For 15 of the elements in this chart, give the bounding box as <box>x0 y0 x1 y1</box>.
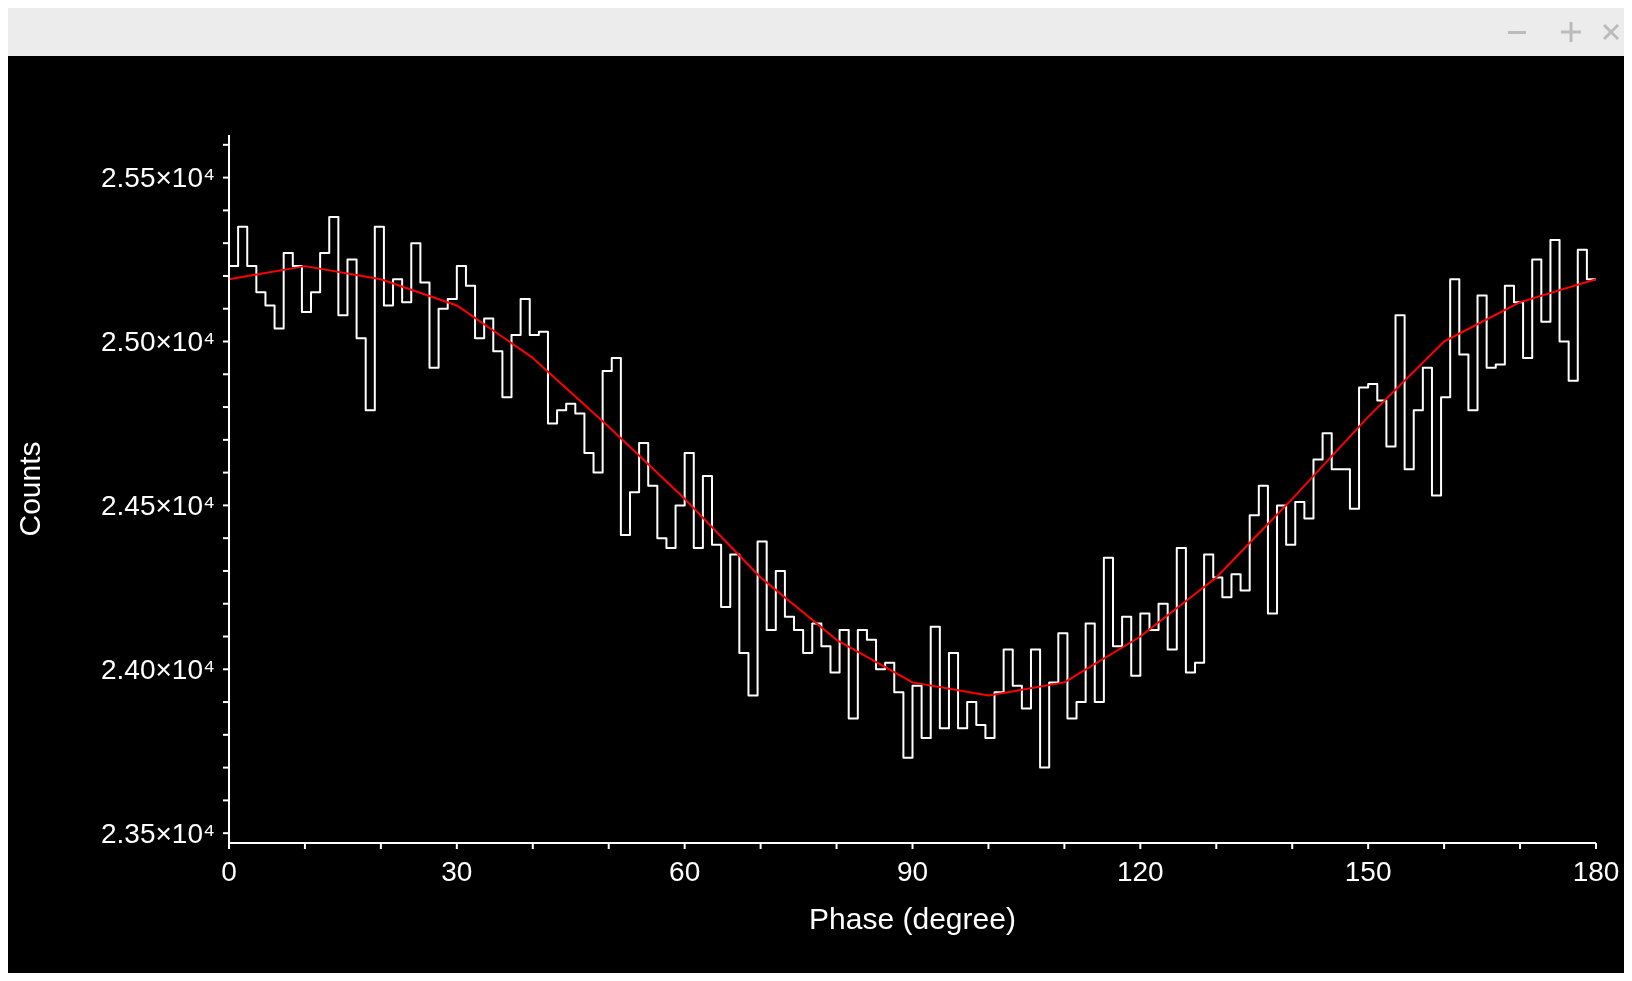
y-tick-label: 2.45×10⁴ <box>100 490 215 522</box>
x-tick-label: 0 <box>221 856 237 887</box>
x-tick-label: 180 <box>1572 856 1620 887</box>
x-tick-label: 30 <box>441 856 473 887</box>
x-axis-title: Phase (degree) <box>809 902 1016 935</box>
y-tick-label: 2.55×10⁴ <box>100 162 215 194</box>
x-tick-label: 90 <box>896 856 929 887</box>
y-axis-title: Counts <box>12 441 46 537</box>
x-tick-label: 150 <box>1344 856 1392 887</box>
y-tick-label: 2.50×10⁴ <box>100 326 215 358</box>
x-tick-label: 120 <box>1116 856 1164 887</box>
x-tick-label: 60 <box>669 856 701 887</box>
line-series <box>229 265 1596 697</box>
y-tick-label: 2.35×10⁴ <box>100 817 215 849</box>
y-tick-label: 2.40×10⁴ <box>100 654 215 686</box>
